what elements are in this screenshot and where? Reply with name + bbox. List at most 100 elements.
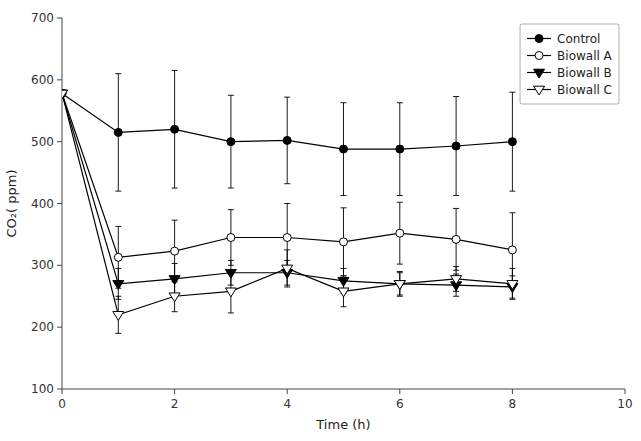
error-bar-cap [341, 268, 347, 269]
y-tick [57, 79, 62, 80]
point [508, 138, 516, 146]
x-tick-label: 0 [58, 397, 66, 411]
error-bar [341, 103, 347, 196]
point [508, 246, 516, 254]
error-bar-cap [341, 102, 347, 103]
y-tick-label: 700 [31, 11, 54, 25]
point [62, 90, 68, 99]
y-tick-label: 600 [31, 73, 54, 87]
error-bar-cap [284, 249, 290, 250]
x-axis-label: Time (h) [315, 417, 370, 432]
chart: 0246810100200300400500600700Time (h)CO₂(… [0, 0, 641, 441]
point [396, 229, 404, 237]
x-tick-label: 4 [283, 397, 291, 411]
error-bar [453, 97, 459, 196]
point [169, 293, 180, 302]
y-tick-label: 300 [31, 258, 54, 272]
point [283, 234, 291, 242]
error-bar-cap [397, 102, 403, 103]
y-tick [57, 141, 62, 142]
error-bar-cap [228, 95, 234, 96]
point [113, 312, 124, 321]
x-axis-line [62, 389, 625, 390]
error-bar [397, 103, 403, 196]
series-line [62, 93, 512, 314]
error-bar-cap [172, 263, 178, 264]
point [283, 136, 291, 144]
legend-label: Biowall B [557, 66, 612, 80]
legend: ControlBiowall ABiowall BBiowall C [520, 24, 619, 104]
error-bar [172, 71, 178, 188]
y-tick [57, 389, 62, 390]
y-tick-label: 400 [31, 197, 54, 211]
error-bar-cap [228, 312, 234, 313]
error-bar-cap [453, 96, 459, 97]
series [62, 89, 516, 288]
error-bar [453, 208, 459, 270]
x-tick-label: 2 [171, 397, 179, 411]
error-bar-cap [397, 271, 403, 272]
point [114, 128, 122, 136]
error-bar [228, 210, 234, 266]
error-bar-cap [172, 280, 178, 281]
error-bar-cap [228, 269, 234, 270]
x-tick-label: 8 [509, 397, 517, 411]
error-bar [115, 74, 121, 191]
error-bar-cap [115, 73, 121, 74]
error-bar [509, 92, 515, 191]
error-bar-cap [509, 212, 515, 213]
error-bar-cap [509, 92, 515, 93]
error-bar [397, 202, 403, 264]
x-tick [512, 389, 513, 394]
point [114, 253, 122, 261]
point [394, 281, 405, 290]
point [282, 265, 293, 274]
point [396, 145, 404, 153]
error-bar-cap [115, 333, 121, 334]
error-bar [341, 208, 347, 276]
error-bar-cap [509, 299, 515, 300]
error-bar-cap [115, 226, 121, 227]
x-tick [287, 389, 288, 394]
error-bar-cap [284, 203, 290, 204]
point [452, 142, 460, 150]
y-tick-label: 200 [31, 320, 54, 334]
error-bar-cap [341, 275, 347, 276]
error-bar-cap [172, 70, 178, 71]
point [507, 281, 518, 290]
legend-label: Control [557, 32, 600, 46]
point [113, 281, 124, 290]
legend-label: Biowall C [557, 83, 612, 97]
error-bar-cap [228, 260, 234, 261]
error-bar-cap [172, 220, 178, 221]
x-tick [62, 389, 63, 394]
point [171, 247, 179, 255]
error-bar-cap [453, 266, 459, 267]
legend-marker [535, 35, 543, 43]
error-bar-cap [453, 208, 459, 209]
point [340, 238, 348, 246]
point [225, 288, 236, 297]
error-bar-cap [453, 296, 459, 297]
error-bar-cap [341, 207, 347, 208]
error-bar-cap [284, 183, 290, 184]
y-axis-label: CO₂( ppm) [4, 170, 19, 238]
error-bar-cap [397, 296, 403, 297]
x-tick [399, 389, 400, 394]
point [451, 276, 462, 285]
y-tick [57, 327, 62, 328]
error-bar [228, 95, 234, 188]
error-bar-cap [341, 275, 347, 276]
error-bar-cap [341, 195, 347, 196]
error-bar-cap [172, 188, 178, 189]
point [227, 234, 235, 242]
series [62, 90, 518, 299]
y-tick [57, 265, 62, 266]
x-tick-label: 10 [617, 397, 632, 411]
error-bar-cap [115, 296, 121, 297]
error-bar [284, 97, 290, 184]
error-bar-cap [284, 286, 290, 287]
error-bar-cap [115, 268, 121, 269]
legend-marker [535, 52, 543, 60]
point [171, 125, 179, 133]
